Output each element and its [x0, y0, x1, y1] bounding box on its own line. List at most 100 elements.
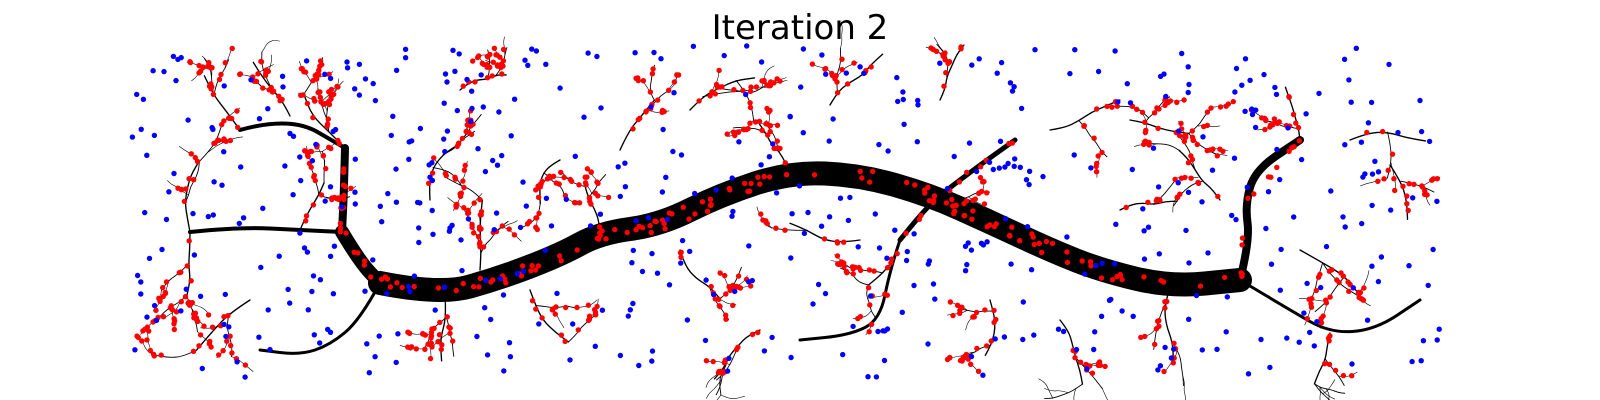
free-node [1296, 339, 1302, 345]
free-node [395, 331, 401, 337]
free-node [442, 71, 449, 77]
tree-node [519, 263, 526, 269]
tree-node [652, 218, 658, 224]
free-node [666, 282, 673, 288]
tree-node [303, 213, 310, 219]
tree-node [387, 284, 394, 290]
free-node [1291, 214, 1297, 220]
tree-node [310, 78, 316, 84]
free-node [1084, 366, 1090, 372]
free-node [980, 372, 986, 378]
tree-node [460, 83, 466, 89]
free-node [625, 313, 631, 319]
tree-node [563, 304, 569, 311]
tree-node [767, 123, 774, 129]
free-node [426, 162, 432, 168]
tree-node [981, 201, 988, 207]
free-node [732, 288, 738, 295]
free-node [746, 243, 752, 249]
free-node [1231, 155, 1238, 161]
tree-node [464, 122, 470, 128]
tree-node [1238, 270, 1244, 276]
tree-node [1153, 198, 1160, 204]
tree-node [1289, 145, 1295, 151]
free-node [500, 292, 507, 298]
free-node [221, 149, 227, 155]
tree-node [943, 70, 949, 76]
tree-node [680, 204, 686, 210]
tree-node [1375, 178, 1381, 184]
free-node [1245, 371, 1252, 377]
tree-node [499, 223, 505, 229]
free-node [570, 321, 576, 327]
tree-node [394, 280, 400, 286]
free-node [1199, 199, 1205, 205]
free-node [129, 134, 136, 140]
tree-node [783, 172, 790, 178]
free-node [1353, 45, 1360, 51]
tree-node [558, 332, 565, 338]
free-node [1157, 363, 1164, 369]
tree-node [304, 100, 311, 107]
free-node [370, 257, 376, 263]
tree-node [1087, 259, 1094, 265]
tree-node [764, 82, 770, 88]
free-node [469, 105, 475, 112]
free-node [826, 138, 832, 144]
free-node [1342, 224, 1348, 230]
free-node [1272, 84, 1278, 91]
free-node [305, 307, 311, 313]
tree-node [437, 319, 443, 326]
tree-node [310, 202, 317, 208]
tree-node [1340, 372, 1347, 379]
tree-node [193, 315, 200, 321]
tree-node [1156, 323, 1162, 329]
free-node [209, 124, 215, 131]
free-node [1233, 65, 1240, 72]
branch-edge [1049, 99, 1121, 131]
free-node [163, 216, 170, 223]
tree-node [949, 196, 955, 203]
tree-node [158, 352, 164, 358]
tree-node [747, 100, 753, 106]
free-node [801, 230, 808, 236]
tree-node [1093, 169, 1100, 175]
branch-edge [735, 79, 755, 121]
tree-node [766, 174, 773, 180]
free-node [837, 195, 844, 201]
branch-edge [1073, 388, 1076, 400]
tree-node [595, 193, 601, 199]
tree-node [326, 89, 332, 95]
tree-node [857, 168, 863, 175]
free-node [166, 189, 172, 195]
free-node [1115, 99, 1121, 105]
tree-node [991, 223, 998, 230]
free-node [1265, 189, 1272, 195]
tree-node [1109, 277, 1116, 283]
free-node [1141, 228, 1147, 234]
free-node [1233, 216, 1239, 223]
tree-node [834, 253, 841, 259]
tree-node [471, 230, 477, 236]
free-node [430, 231, 436, 237]
free-node [317, 277, 324, 283]
tree-node [307, 148, 314, 155]
free-node [1418, 358, 1424, 364]
free-node [1417, 97, 1423, 104]
free-node [153, 317, 160, 324]
tree-node [655, 97, 661, 103]
free-node [1008, 261, 1014, 267]
free-node [488, 316, 494, 323]
free-node [598, 105, 604, 111]
tree-node [305, 153, 311, 159]
free-node [191, 252, 198, 258]
free-node [914, 139, 920, 145]
tree-node [1081, 122, 1088, 129]
free-node [658, 56, 664, 62]
branch-edge [716, 394, 722, 400]
tree-node [328, 96, 334, 102]
tree-node [1327, 294, 1333, 300]
tree-node [574, 247, 580, 253]
tree-node [991, 319, 997, 326]
free-node [692, 190, 698, 197]
